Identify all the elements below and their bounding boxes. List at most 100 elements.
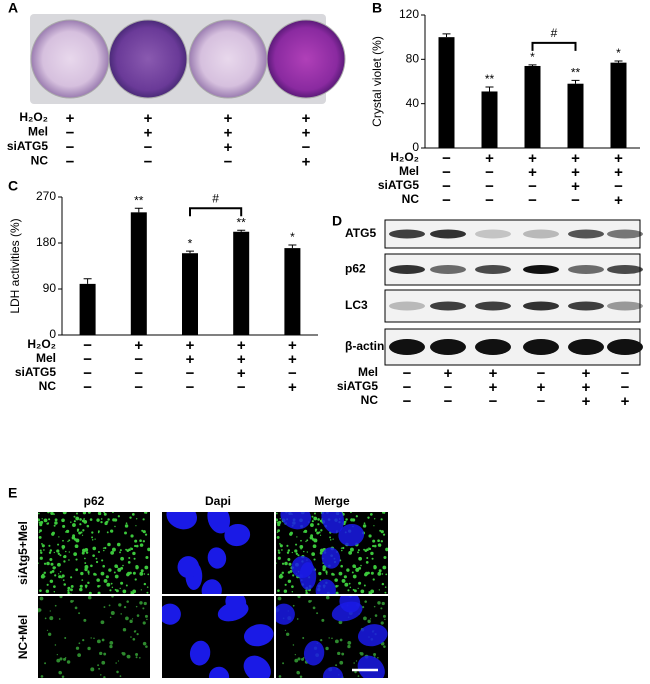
puncta xyxy=(286,551,290,554)
puncta xyxy=(380,540,383,543)
condition-sign: + xyxy=(582,393,591,410)
puncta xyxy=(289,531,293,535)
puncta xyxy=(83,618,87,622)
condition-sign: + xyxy=(237,337,246,354)
puncta xyxy=(74,606,78,610)
puncta xyxy=(104,546,107,550)
puncta xyxy=(352,574,357,579)
puncta xyxy=(314,529,317,532)
puncta xyxy=(100,620,105,625)
puncta xyxy=(372,578,375,581)
puncta xyxy=(79,587,83,592)
puncta xyxy=(113,571,116,574)
puncta xyxy=(96,639,101,644)
puncta xyxy=(117,515,120,518)
puncta xyxy=(39,549,42,552)
puncta xyxy=(279,518,281,520)
puncta xyxy=(103,512,107,516)
puncta xyxy=(108,604,111,607)
nucleus xyxy=(201,579,222,594)
puncta xyxy=(58,536,60,538)
puncta xyxy=(313,538,318,543)
puncta xyxy=(53,591,56,593)
puncta xyxy=(53,513,55,516)
error-bar xyxy=(288,244,297,249)
puncta xyxy=(131,618,134,620)
puncta xyxy=(326,573,328,575)
puncta xyxy=(302,637,305,639)
condition-sign: + xyxy=(528,150,537,167)
band xyxy=(568,265,604,274)
puncta xyxy=(84,562,87,564)
puncta xyxy=(81,534,84,536)
puncta xyxy=(301,657,305,661)
puncta xyxy=(134,539,138,543)
puncta xyxy=(38,611,40,613)
puncta xyxy=(147,547,150,552)
condition-sign: − xyxy=(403,393,412,410)
puncta xyxy=(87,596,92,600)
puncta xyxy=(77,653,82,658)
puncta xyxy=(85,586,87,589)
puncta xyxy=(299,675,303,678)
puncta xyxy=(339,660,344,665)
puncta xyxy=(67,591,70,594)
error-bar xyxy=(528,64,537,66)
bracket xyxy=(189,207,243,217)
puncta xyxy=(339,638,343,642)
band xyxy=(568,339,604,355)
condition-sign: − xyxy=(442,164,451,181)
puncta xyxy=(297,671,300,675)
puncta xyxy=(58,575,62,579)
puncta xyxy=(62,539,64,542)
condition-sign: + xyxy=(224,124,233,141)
puncta xyxy=(100,518,103,520)
condition-sign: + xyxy=(134,337,143,354)
puncta xyxy=(349,547,354,552)
puncta xyxy=(94,538,96,540)
puncta xyxy=(106,582,111,587)
image-bg xyxy=(38,596,150,678)
puncta xyxy=(84,557,86,560)
puncta xyxy=(363,522,366,525)
column-header: p62 xyxy=(84,494,105,508)
condition-label: NC xyxy=(361,393,379,407)
condition-sign: + xyxy=(302,110,311,127)
puncta xyxy=(38,562,39,564)
puncta xyxy=(41,544,45,548)
puncta xyxy=(49,610,51,612)
nucleus xyxy=(322,666,344,678)
column-header: Dapi xyxy=(205,494,231,508)
condition-sign: + xyxy=(302,124,311,141)
puncta xyxy=(378,569,382,573)
micrograph xyxy=(276,596,388,678)
band xyxy=(607,301,643,311)
condition-label: Mel xyxy=(358,365,378,379)
puncta xyxy=(319,534,322,536)
puncta xyxy=(357,551,359,554)
puncta xyxy=(39,529,43,532)
puncta xyxy=(70,593,72,594)
condition-label: siATG5 xyxy=(378,178,419,192)
puncta xyxy=(146,586,149,588)
puncta xyxy=(341,578,346,583)
puncta xyxy=(90,564,93,568)
error-bar xyxy=(134,207,143,213)
puncta xyxy=(136,614,140,617)
puncta xyxy=(363,584,366,587)
puncta xyxy=(114,574,119,579)
puncta xyxy=(49,549,53,552)
puncta xyxy=(65,550,67,553)
nucleus xyxy=(357,624,388,647)
puncta xyxy=(143,601,147,606)
band xyxy=(389,229,425,239)
puncta xyxy=(38,518,41,522)
puncta xyxy=(276,518,279,522)
condition-label: Mel xyxy=(36,351,56,365)
puncta xyxy=(281,562,285,565)
puncta xyxy=(67,586,71,590)
puncta xyxy=(103,652,107,656)
nucleus xyxy=(331,601,363,622)
puncta xyxy=(75,516,80,521)
puncta xyxy=(346,568,350,572)
